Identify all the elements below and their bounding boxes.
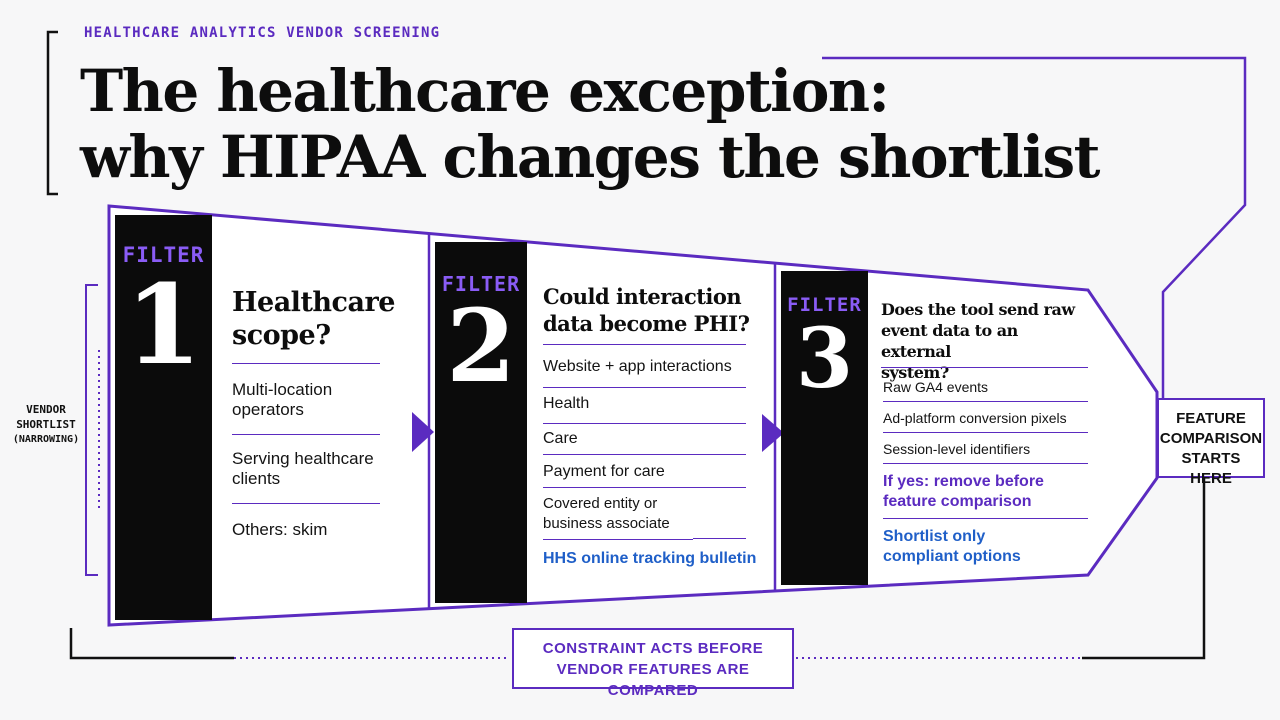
- remove-before-comparison-note: If yes: remove before feature comparison: [883, 472, 1088, 519]
- filter-1-item: Serving healthcare clients: [232, 449, 380, 504]
- filter-1-tag: FILTER: [122, 243, 205, 267]
- filter-2-question: Could interaction data become PHI?: [543, 284, 750, 336]
- arrow-1-icon: [412, 412, 434, 452]
- shortlist-bracket: [85, 284, 98, 576]
- title-line-1: The healthcare exception:: [80, 57, 890, 125]
- constraint-note-box: CONSTRAINT ACTS BEFORE VENDOR FEATURES A…: [512, 628, 794, 699]
- funnel-outline: [107, 204, 1159, 627]
- filter-2-item: Payment for care: [543, 462, 746, 488]
- bottom-left-connector: [69, 628, 234, 660]
- bottom-right-connector: [1082, 478, 1206, 660]
- filter-1-number: 1: [125, 260, 202, 389]
- filter-3-question: Does the tool send raw event data to an …: [881, 300, 1075, 382]
- top-connector-line: [822, 56, 1247, 398]
- feature-comparison-box: FEATURE COMPARISON STARTS HERE: [1157, 398, 1265, 487]
- title-line-2: why HIPAA changes the shortlist: [80, 123, 1100, 191]
- filter-1-item: Multi-location operators: [232, 380, 380, 435]
- arrow-2-icon: [762, 414, 784, 452]
- filter-2-item: Health: [543, 394, 746, 424]
- filter-2-item: Covered entity or business associate: [543, 494, 693, 540]
- filter-3-item: Session-level identifiers: [883, 439, 1088, 464]
- filter-2-item: Care: [543, 429, 746, 455]
- filter-2-tag: FILTER: [441, 272, 521, 296]
- hhs-bulletin-link[interactable]: HHS online tracking bulletin: [543, 550, 757, 567]
- eyebrow-label: HEALTHCARE ANALYTICS VENDOR SCREENING: [84, 25, 441, 41]
- filter-3-number: 3: [795, 311, 854, 407]
- filter-2-number: 2: [446, 287, 516, 405]
- filter-3-tag: FILTER: [787, 294, 862, 316]
- filter-1-question: Healthcare scope?: [232, 287, 395, 351]
- filter-3-item: Raw GA4 events: [883, 377, 1088, 402]
- vendor-shortlist-label: VENDOR SHORTLIST (NARROWING): [12, 403, 80, 445]
- filter-1-bar: [115, 215, 212, 620]
- title-bracket: [46, 30, 58, 196]
- filter-1-item: Others: skim: [232, 520, 328, 539]
- shortlist-compliant-note: Shortlist only compliant options: [883, 528, 1021, 565]
- filter-2-bar: [435, 242, 527, 603]
- filter-3-item: Ad-platform conversion pixels: [883, 408, 1088, 433]
- filter-3-bar: [781, 271, 868, 585]
- filter-2-item: Website + app interactions: [543, 357, 746, 388]
- page-title: The healthcare exception: why HIPAA chan…: [80, 58, 1100, 190]
